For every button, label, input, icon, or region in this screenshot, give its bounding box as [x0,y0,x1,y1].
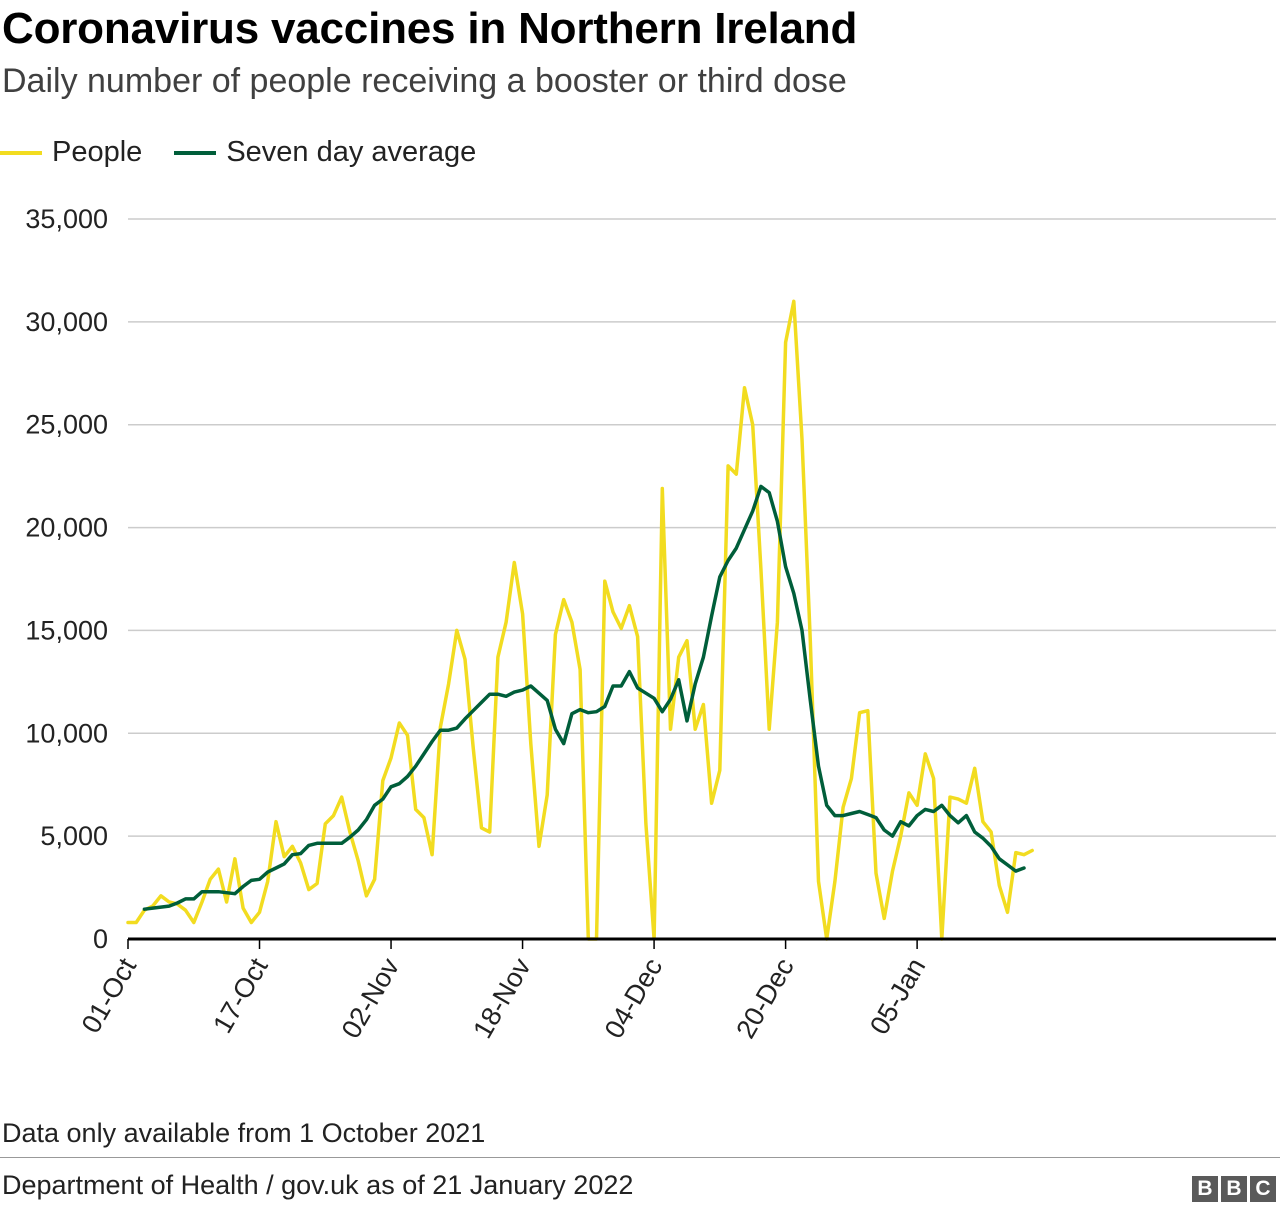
legend-swatch-people [0,150,42,155]
legend-label-people: People [52,136,143,168]
series-line-seven-day-average [142,484,1026,911]
footer-divider [0,1157,1280,1158]
x-tick-label: 05-Jan [864,953,931,1040]
chart-title: Coronavirus vaccines in Northern Ireland [2,4,858,53]
bbc-logo-block: C [1250,1176,1276,1202]
legend-label-seven-day-average: Seven day average [226,136,477,168]
y-tick-label: 0 [93,924,108,954]
y-tick-label: 5,000 [40,821,108,851]
x-tick-label: 17-Oct [207,953,274,1039]
y-tick-label: 15,000 [25,615,108,645]
legend-swatch-seven-day-average [174,150,217,155]
x-tick-label: 20-Dec [730,953,800,1043]
bbc-logo: B B C [1189,1176,1276,1202]
y-tick-label: 30,000 [25,307,108,337]
series-line-people [126,299,1034,941]
y-tick-label: 35,000 [25,204,108,234]
x-tick-label: 01-Oct [76,953,143,1039]
chart-subtitle: Daily number of people receiving a boost… [2,62,847,100]
bbc-logo-block: B [1221,1176,1247,1202]
chart-legend: People Seven day average [0,136,508,169]
x-tick-label: 04-Dec [599,953,669,1043]
legend-item-seven-day-average: Seven day average [174,136,476,169]
line-chart: 0 5,000 10,000 15,000 20,000 25,000 30,000 35,0… [25,204,1276,1044]
x-tick-label: 18-Nov [467,953,537,1044]
legend-item-people: People [0,136,142,169]
source-credit: Department of Health / gov.uk as of 21 J… [2,1170,634,1200]
y-tick-label: 20,000 [25,513,108,543]
y-tick-label: 25,000 [25,410,108,440]
y-tick-label: 10,000 [25,718,108,748]
bbc-logo-block: B [1192,1176,1218,1202]
data-note: Data only available from 1 October 2021 [2,1118,486,1148]
x-tick-label: 02-Nov [336,953,406,1044]
